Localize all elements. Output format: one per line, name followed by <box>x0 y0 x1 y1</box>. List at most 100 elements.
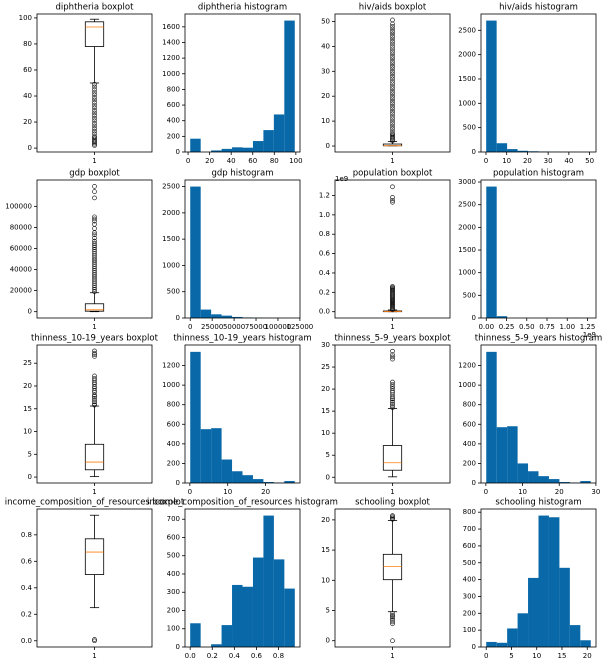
outlier <box>390 611 395 616</box>
bar <box>486 351 497 483</box>
bar <box>232 471 243 483</box>
outlier <box>390 121 395 126</box>
outlier <box>92 143 97 148</box>
bar <box>221 625 233 647</box>
outlier <box>92 221 97 227</box>
x-tick-label: 20 <box>261 488 270 496</box>
outlier <box>390 513 395 518</box>
y-tick-label: 0 <box>472 479 476 487</box>
outlier <box>390 59 395 64</box>
x-tick-label: 20 <box>555 488 564 496</box>
outlier <box>92 395 97 401</box>
outlier <box>390 614 395 619</box>
x-tick-label: 0 <box>188 323 192 331</box>
chart-title: schooling boxplot <box>355 498 430 508</box>
x-tick-label: 1.25 <box>580 323 596 331</box>
y-tick-label: 3000 <box>458 178 476 186</box>
y-tick-label: 500 <box>167 288 180 296</box>
y-tick-label: 0.8 <box>21 531 32 539</box>
y-tick-label: 0.2 <box>319 288 330 296</box>
outlier <box>390 93 395 99</box>
y-tick-label: 0 <box>28 308 32 316</box>
y-tick-label: 0 <box>472 148 476 156</box>
bar <box>190 138 201 152</box>
y-tick-label: 0 <box>28 473 32 481</box>
bar <box>517 613 529 647</box>
y-tick-label: 0.4 <box>21 584 33 592</box>
x-tick-label: 50 <box>585 157 594 165</box>
x-tick-label: 30 <box>544 157 553 165</box>
outlier <box>390 108 395 114</box>
outlier <box>92 637 97 642</box>
outlier <box>92 348 97 354</box>
y-tick-label: 200 <box>463 609 476 617</box>
y-tick-label: 0.0 <box>21 637 32 645</box>
x-tick-label: 40 <box>564 157 573 165</box>
bar <box>580 640 591 647</box>
x-tick-label: 10 <box>502 157 511 165</box>
y-tick-label: 2500 <box>458 201 476 209</box>
bar <box>263 515 274 647</box>
x-tick-label: 0.0 <box>185 652 196 660</box>
bar <box>211 644 222 647</box>
outlier <box>390 56 395 62</box>
bar <box>517 150 529 152</box>
chart-title: population histogram <box>493 169 584 179</box>
bar <box>486 20 497 153</box>
axes-frame <box>334 344 451 484</box>
x-tick-label: 0.8 <box>273 652 284 660</box>
axes-frame <box>184 13 301 153</box>
outlier <box>390 128 395 134</box>
outlier <box>390 17 395 23</box>
outlier <box>92 189 97 194</box>
chart-title: thinness_10-19_years histogram <box>173 334 311 344</box>
chart-title: diphtheria histogram <box>198 3 287 13</box>
y-tick-label: 1500 <box>162 235 180 243</box>
bar <box>284 588 295 647</box>
y-tick-label: 0 <box>28 144 32 152</box>
bar <box>190 186 201 318</box>
x-tick-label: 30 <box>591 488 600 496</box>
y-tick-label: 2500 <box>162 183 180 191</box>
outlier <box>390 619 395 625</box>
outlier <box>390 284 395 289</box>
y-tick-label: 100 <box>463 626 476 634</box>
outlier <box>92 638 97 644</box>
axes-frame <box>334 179 451 319</box>
outlier <box>92 115 97 121</box>
outlier <box>92 108 97 113</box>
outlier <box>390 126 395 131</box>
outlier <box>92 184 97 189</box>
bar <box>211 314 222 318</box>
y-tick-label: 2000 <box>458 51 476 59</box>
y-tick-label: 500 <box>463 124 476 132</box>
outlier <box>92 232 97 238</box>
y-tick-label: 40 <box>23 92 32 100</box>
bar <box>528 577 539 647</box>
outlier <box>390 398 395 403</box>
y-tick-label: 20000 <box>10 287 32 295</box>
outlier <box>390 106 395 111</box>
outlier <box>92 402 97 408</box>
x-tick-label: 10 <box>518 488 527 496</box>
outlier <box>92 350 97 356</box>
outlier <box>390 116 395 121</box>
bar <box>580 481 591 483</box>
bar <box>221 459 233 483</box>
bar <box>284 481 295 483</box>
outlier <box>92 216 97 222</box>
bar <box>252 479 264 483</box>
y-tick-label: 600 <box>167 533 180 541</box>
chart-title: population boxplot <box>353 169 433 179</box>
y-tick-label: 1400 <box>162 38 180 46</box>
x-tick-label: 15 <box>558 652 567 660</box>
y-tick-label: 0.8 <box>319 230 330 238</box>
outlier <box>390 96 395 101</box>
y-tick-label: 200 <box>463 459 476 467</box>
outlier <box>92 110 97 116</box>
x-tick-label: 0.25 <box>499 323 515 331</box>
outlier <box>92 240 97 246</box>
y-tick-label: 0 <box>176 148 180 156</box>
chart-title: hiv/aids boxplot <box>359 3 427 13</box>
y-tick-label: 100 <box>19 14 32 22</box>
